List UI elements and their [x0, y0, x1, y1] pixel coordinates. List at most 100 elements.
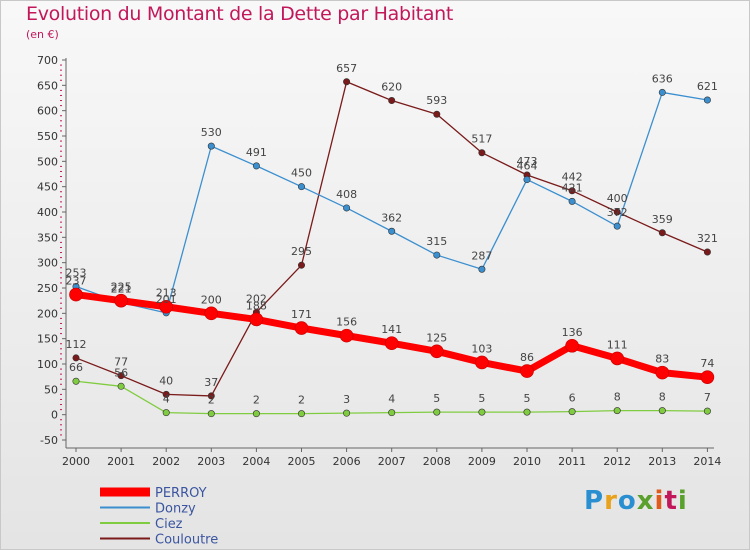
data-label-donzy: 421	[562, 181, 583, 194]
x-tick-label: 2014	[693, 455, 721, 468]
y-tick-label: 550	[37, 130, 58, 143]
data-label-ciez: 2	[253, 394, 260, 407]
data-point-ciez	[478, 408, 486, 416]
data-label-couloutre: 112	[66, 338, 87, 351]
data-label-couloutre: 442	[562, 171, 583, 184]
x-tick-label: 2001	[107, 455, 135, 468]
y-tick-label: 250	[37, 282, 58, 295]
data-point-donzy	[207, 142, 215, 150]
data-point-couloutre	[613, 208, 621, 216]
data-label-couloutre: 202	[246, 292, 267, 305]
y-tick-label: 350	[37, 231, 58, 244]
data-point-donzy	[523, 176, 531, 184]
axes	[65, 58, 714, 449]
data-point-perroy	[204, 306, 219, 321]
data-label-perroy: 103	[471, 342, 492, 355]
data-point-perroy	[294, 321, 309, 335]
data-point-couloutre	[433, 110, 441, 118]
data-label-ciez: 5	[433, 392, 440, 405]
data-label-donzy: 287	[471, 249, 492, 262]
data-point-ciez	[523, 408, 531, 416]
data-point-ciez	[613, 407, 621, 415]
data-label-perroy: 225	[111, 281, 132, 294]
data-label-perroy: 188	[246, 299, 267, 312]
x-tick-label: 2013	[648, 455, 676, 468]
data-point-perroy	[384, 336, 399, 351]
series-group	[69, 78, 715, 418]
data-point-couloutre	[297, 261, 305, 269]
data-label-couloutre: 77	[114, 356, 128, 369]
data-label-donzy: 372	[607, 206, 628, 219]
data-label-donzy: 491	[246, 146, 267, 159]
y-tick-label: 100	[37, 358, 58, 371]
data-label-couloutre: 593	[426, 94, 447, 107]
x-tick-label: 2006	[333, 455, 361, 468]
data-point-ciez	[297, 410, 305, 418]
data-point-perroy	[475, 355, 489, 370]
y-tick-label: 400	[37, 206, 58, 219]
data-label-donzy: 315	[426, 235, 447, 248]
x-axis-ticks: 2000 2001 2002 2003 2004 2005 2006 2007 2008 2009…	[62, 448, 721, 468]
y-tick-label: 300	[37, 257, 58, 270]
data-point-donzy	[478, 265, 486, 273]
x-tick-label: 2005	[288, 455, 316, 468]
data-label-perroy: 83	[655, 353, 669, 366]
data-point-perroy	[159, 299, 173, 314]
data-point-couloutre	[388, 97, 396, 105]
data-point-donzy	[568, 197, 576, 205]
data-point-donzy	[252, 162, 260, 170]
data-point-ciez	[433, 408, 441, 416]
data-label-perroy: 125	[426, 331, 447, 344]
data-point-ciez	[162, 409, 170, 417]
y-axis-ticks: -50 0 50 100 150 200 250 300 350 400 450 500 550 600 6…	[37, 54, 66, 447]
y-tick-label: 600	[37, 105, 58, 118]
data-label-donzy: 530	[201, 126, 222, 139]
data-label-ciez: 2	[298, 394, 305, 407]
x-tick-label: 2007	[378, 455, 406, 468]
data-label-donzy: 621	[697, 80, 718, 93]
y-tick-label: 700	[37, 54, 58, 67]
data-point-ciez	[703, 407, 711, 415]
y-tick-label: 500	[37, 155, 58, 168]
data-label-couloutre: 37	[204, 376, 218, 389]
y-tick-label: 200	[37, 307, 58, 320]
data-label-donzy: 636	[652, 72, 673, 85]
x-tick-label: 2012	[603, 455, 631, 468]
data-label-donzy: 253	[66, 266, 87, 279]
data-point-perroy	[339, 328, 354, 343]
data-label-donzy: 201	[156, 293, 177, 306]
x-tick-label: 2003	[197, 455, 225, 468]
y-tick-label: 150	[37, 333, 58, 346]
data-label-perroy: 171	[291, 308, 312, 321]
data-label-perroy: 86	[520, 351, 534, 364]
data-label-couloutre: 359	[652, 213, 673, 226]
data-label-donzy: 450	[291, 167, 312, 180]
x-tick-label: 2002	[152, 455, 180, 468]
data-label-ciez: 8	[614, 391, 621, 404]
data-label-ciez: 66	[69, 361, 83, 374]
data-point-donzy	[703, 96, 711, 104]
data-label-ciez: 2	[208, 394, 215, 407]
data-label-donzy: 221	[111, 283, 132, 296]
data-label-couloutre: 40	[159, 374, 173, 387]
data-point-couloutre	[117, 372, 125, 380]
data-point-donzy	[343, 204, 351, 212]
data-point-couloutre	[72, 354, 80, 362]
x-tick-label: 2008	[423, 455, 451, 468]
data-point-couloutre	[343, 78, 351, 86]
data-point-perroy	[520, 364, 534, 378]
data-point-ciez	[72, 377, 80, 385]
data-point-donzy	[658, 88, 666, 96]
data-label-ciez: 4	[163, 393, 170, 406]
proxiti-logo: Proxiti	[584, 486, 688, 516]
data-label-couloutre: 517	[471, 133, 492, 146]
data-point-ciez	[568, 408, 576, 416]
data-point-donzy	[388, 227, 396, 235]
data-point-couloutre	[568, 187, 576, 195]
data-point-perroy	[700, 370, 715, 384]
data-label-donzy: 408	[336, 188, 357, 201]
data-point-perroy	[249, 312, 264, 327]
data-label-ciez: 4	[388, 393, 395, 406]
